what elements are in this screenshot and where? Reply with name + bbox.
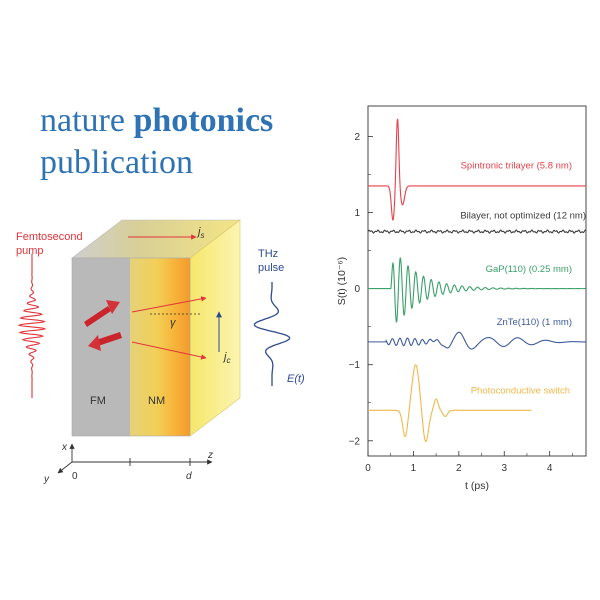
origin-label: 0: [72, 471, 78, 482]
series-label-1: Bilayer, not optimized (12 nm): [460, 211, 586, 222]
series-line-1: [367, 229, 587, 234]
axis-z-label: z: [207, 450, 213, 461]
nm-label: NM: [148, 395, 165, 407]
chart-series: [367, 118, 587, 443]
thickness-label: d: [186, 471, 192, 482]
chart-labels: Spintronic trilayer (5.8 nm) Bilayer, not…: [460, 160, 586, 396]
axis-x-label: x: [61, 442, 68, 453]
x-tick-label: 2: [456, 463, 462, 474]
series-line-4: [368, 364, 532, 443]
x-tick-label: 1: [411, 463, 417, 474]
journal-title-bold: photonics: [133, 102, 274, 139]
x-axis-label: t (ps): [465, 480, 489, 492]
series-line-2: [368, 257, 586, 323]
jc-label: jc: [222, 351, 230, 365]
axis-y-label: y: [43, 474, 50, 485]
magnetization-arrow-down: [88, 332, 122, 351]
field-label: E(t): [287, 373, 305, 385]
chart-frame: [367, 105, 587, 457]
series-label-3: ZnTe(110) (1 mm): [497, 317, 572, 328]
pump-label-line2: pump: [16, 245, 44, 257]
journal-subtitle: publication: [40, 144, 193, 181]
y-tick-label: 2: [354, 132, 360, 143]
fm-layer: [72, 258, 130, 436]
series-line-0: [368, 118, 586, 222]
fm-label: FM: [90, 395, 106, 407]
js-label: js: [196, 226, 204, 240]
series-label-2: GaP(110) (0.25 mm): [486, 264, 572, 275]
pump-label-line1: Femtosecond: [16, 231, 83, 243]
journal-title-regular: nature: [40, 102, 134, 139]
y-tick-label: 1: [354, 208, 360, 219]
journal-title: nature photonics: [40, 104, 273, 138]
magnetization-arrow-up: [84, 300, 120, 327]
gamma-label: γ: [170, 317, 177, 329]
electron-path-down: [131, 341, 207, 360]
y-tick-label: 0: [354, 284, 360, 295]
x-tick-label: 4: [547, 463, 553, 474]
y-axis-label: S(t) (10⁻⁶): [336, 257, 348, 305]
series-label-4: Photoconductive switch: [471, 386, 570, 397]
x-tick-label: 3: [501, 463, 507, 474]
series-label-0: Spintronic trilayer (5.8 nm): [461, 160, 572, 171]
nm-layer: [130, 258, 190, 436]
series-line-3: [368, 331, 586, 350]
electron-path-up: [131, 296, 207, 313]
thz-label-line1: THz: [258, 248, 278, 260]
x-tick-label: 0: [365, 463, 371, 474]
thz-pulse-waveform: [253, 282, 291, 386]
pump-pulse-waveform: [17, 254, 47, 398]
y-axis: [57, 461, 73, 474]
thz-label-line2: pulse: [258, 262, 284, 274]
y-tick-label: −1: [349, 360, 361, 371]
y-tick-label: −2: [349, 436, 361, 447]
